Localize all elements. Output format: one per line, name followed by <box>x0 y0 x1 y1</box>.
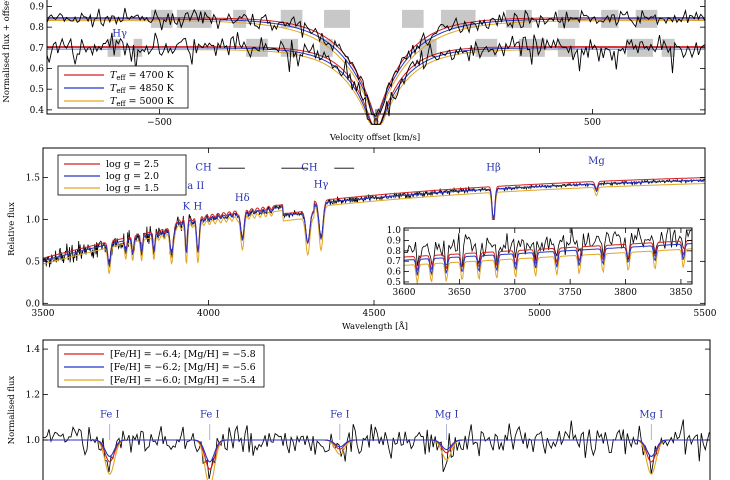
wavelength-xtick-label-1: 4000 <box>197 309 220 319</box>
legend-text-4700: Teff = 4700 K <box>110 70 175 82</box>
inset-frame <box>403 227 693 285</box>
metal-line-label-1: Fe I <box>200 410 219 421</box>
metal-line-label-2: Fe I <box>330 410 349 421</box>
velocity-ytick-label-2: 0.6 <box>30 65 45 75</box>
velocity-xtick-label-0: −500 <box>147 118 172 128</box>
inset-axes: 3600 3650 3700 3750 3800 3850 0.50.60.70.80.91… <box>387 226 693 298</box>
metals-ytick-label-3: 1.4 <box>26 345 41 355</box>
legend-text-fe64: [Fe/H] = −6.4; [Mg/H] = −5.8 <box>110 349 256 360</box>
inset-ytick-label-5: 1.0 <box>387 226 402 236</box>
wavelength-ytick-label-2: 1.0 <box>26 215 41 225</box>
wavelength-annotation-3: K <box>183 201 191 212</box>
velocity-xlabel: Velocity offset [km/s] <box>329 133 420 143</box>
gray-band-0-6 <box>440 9 476 28</box>
wavelength-panel: 3500 4000 4500 5000 5500 0.0 0.5 1.0 1.5 CH CH Ca … <box>7 147 717 332</box>
wavelength-ytick-label-3: 1.5 <box>26 173 41 183</box>
velocity-observed-1 <box>46 32 706 125</box>
inset-observed <box>403 227 692 267</box>
metals-legend: [Fe/H] = −6.4; [Mg/H] = −5.8 [Fe/H] = −6… <box>57 344 265 388</box>
wavelength-annotations: CH CH Ca II K H Hδ Hγ Hβ Mg <box>180 156 606 212</box>
wavelength-ytick-label-1: 0.5 <box>26 257 41 267</box>
wavelength-annotation-6: Hγ <box>314 179 329 190</box>
wavelength-ylabel: Relative flux <box>7 202 17 256</box>
metals-ytick-label-1: 1.0 <box>26 436 41 446</box>
gray-band-1-3 <box>280 38 299 57</box>
inset-model-1 <box>404 243 692 276</box>
inset-ytick-label-4: 0.9 <box>387 236 402 246</box>
wavelength-annotation-2: Ca II <box>180 181 205 192</box>
wavelength-annotation-5: Hδ <box>235 193 250 204</box>
metals-frame <box>42 339 711 480</box>
legend-text-fe62: [Fe/H] = −6.2; [Mg/H] = −5.6 <box>110 362 256 373</box>
velocity-xtick-label-2: 500 <box>584 118 601 128</box>
velocity-annotation-1: Hγ <box>112 28 127 39</box>
gray-band-0-4 <box>324 9 351 28</box>
metals-axes: 0.81.01.21.4 <box>26 339 711 480</box>
inset-data-lines <box>403 227 693 284</box>
inset-ytick-label-0: 0.5 <box>387 278 402 288</box>
velocity-observed-0 <box>46 7 706 118</box>
velocity-xtick-label-1: 0 <box>373 118 379 128</box>
legend-text-4850: Teff = 4850 K <box>110 83 175 95</box>
metal-line-label-0: Fe I <box>100 410 119 421</box>
velocity-ytick-label-5: 0.9 <box>30 2 45 12</box>
wavelength-axes: 3500 4000 4500 5000 5500 0.0 0.5 1.0 1.5 <box>26 147 717 319</box>
metal-line-label-3: Mg I <box>435 410 459 421</box>
velocity-ylabel: Normalised flux + offset <box>2 0 12 103</box>
inset-ytick-label-3: 0.8 <box>387 247 402 257</box>
wavelength-annotation-7: Hβ <box>486 163 501 174</box>
inset-xtick-label-4: 3800 <box>614 288 637 298</box>
legend-text-logg20: log g = 2.0 <box>106 171 159 182</box>
velocity-data-lines <box>46 7 706 126</box>
wavelength-xtick-label-4: 5500 <box>694 309 717 319</box>
inset-xtick-label-5: 3850 <box>669 288 692 298</box>
wavelength-xtick-label-0: 3500 <box>32 309 55 319</box>
metals-panel: Fe IFe IFe IMg IMg I 0.81.01.21.4 Normal… <box>7 339 711 480</box>
inset-xtick-label-0: 3600 <box>393 288 416 298</box>
inset-xtick-label-2: 3700 <box>503 288 526 298</box>
legend-text-logg15: log g = 1.5 <box>106 183 159 194</box>
wavelength-ytick-label-0: 0.0 <box>26 299 41 309</box>
velocity-ytick-label-4: 0.8 <box>30 23 45 33</box>
velocity-ytick-label-1: 0.5 <box>30 85 45 95</box>
wavelength-annotation-8: Mg <box>588 156 605 167</box>
metals-observed <box>42 419 710 479</box>
wavelength-legend: log g = 2.5 log g = 2.0 log g = 1.5 <box>57 154 187 196</box>
wavelength-xlabel: Wavelength [Å] <box>342 320 408 332</box>
velocity-ytick-label-0: 0.4 <box>30 106 45 116</box>
inset-model-0 <box>404 239 693 272</box>
metals-model-1 <box>43 439 710 463</box>
legend-text-fe60: [Fe/H] = −6.0; [Mg/H] = −5.4 <box>110 375 256 386</box>
wavelength-xtick-label-2: 4500 <box>363 309 386 319</box>
gray-band-0-5 <box>401 9 424 28</box>
metals-ylabel: Normalised flux <box>7 375 17 444</box>
wavelength-data-lines <box>42 177 706 274</box>
velocity-legend: Teff = 4700 K Teff = 4850 K Teff = 5000 … <box>57 65 189 109</box>
legend-text-5000: Teff = 5000 K <box>110 96 175 108</box>
wavelength-annotation-1: CH <box>301 163 318 174</box>
wavelength-annotation-4: H <box>194 201 203 212</box>
metals-model-2 <box>43 439 710 480</box>
legend-text-logg25: log g = 2.5 <box>106 159 159 170</box>
wavelength-xtick-label-3: 5000 <box>528 309 551 319</box>
metals-line-markers: Fe I Fe I Fe I Mg I Mg I <box>100 410 663 440</box>
wavelength-inset: 3600 3650 3700 3750 3800 3850 0.50.60.70.80.91… <box>387 220 695 303</box>
inset-background <box>398 220 695 303</box>
metal-line-label-4: Mg I <box>639 410 663 421</box>
metals-model-0 <box>43 439 710 470</box>
wavelength-model-1 <box>42 179 705 268</box>
inset-ytick-label-2: 0.7 <box>387 257 402 267</box>
inset-model-2 <box>404 248 693 284</box>
inset-xtick-label-3: 3750 <box>559 288 582 298</box>
wavelength-model-2 <box>42 183 705 274</box>
wavelength-annotation-0: CH <box>195 163 212 174</box>
velocity-ytick-label-3: 0.7 <box>30 44 45 54</box>
metals-ytick-label-2: 1.2 <box>26 391 40 401</box>
metals-data-lines <box>42 419 710 480</box>
inset-xtick-label-1: 3650 <box>448 288 471 298</box>
inset-ytick-label-1: 0.6 <box>387 268 402 278</box>
